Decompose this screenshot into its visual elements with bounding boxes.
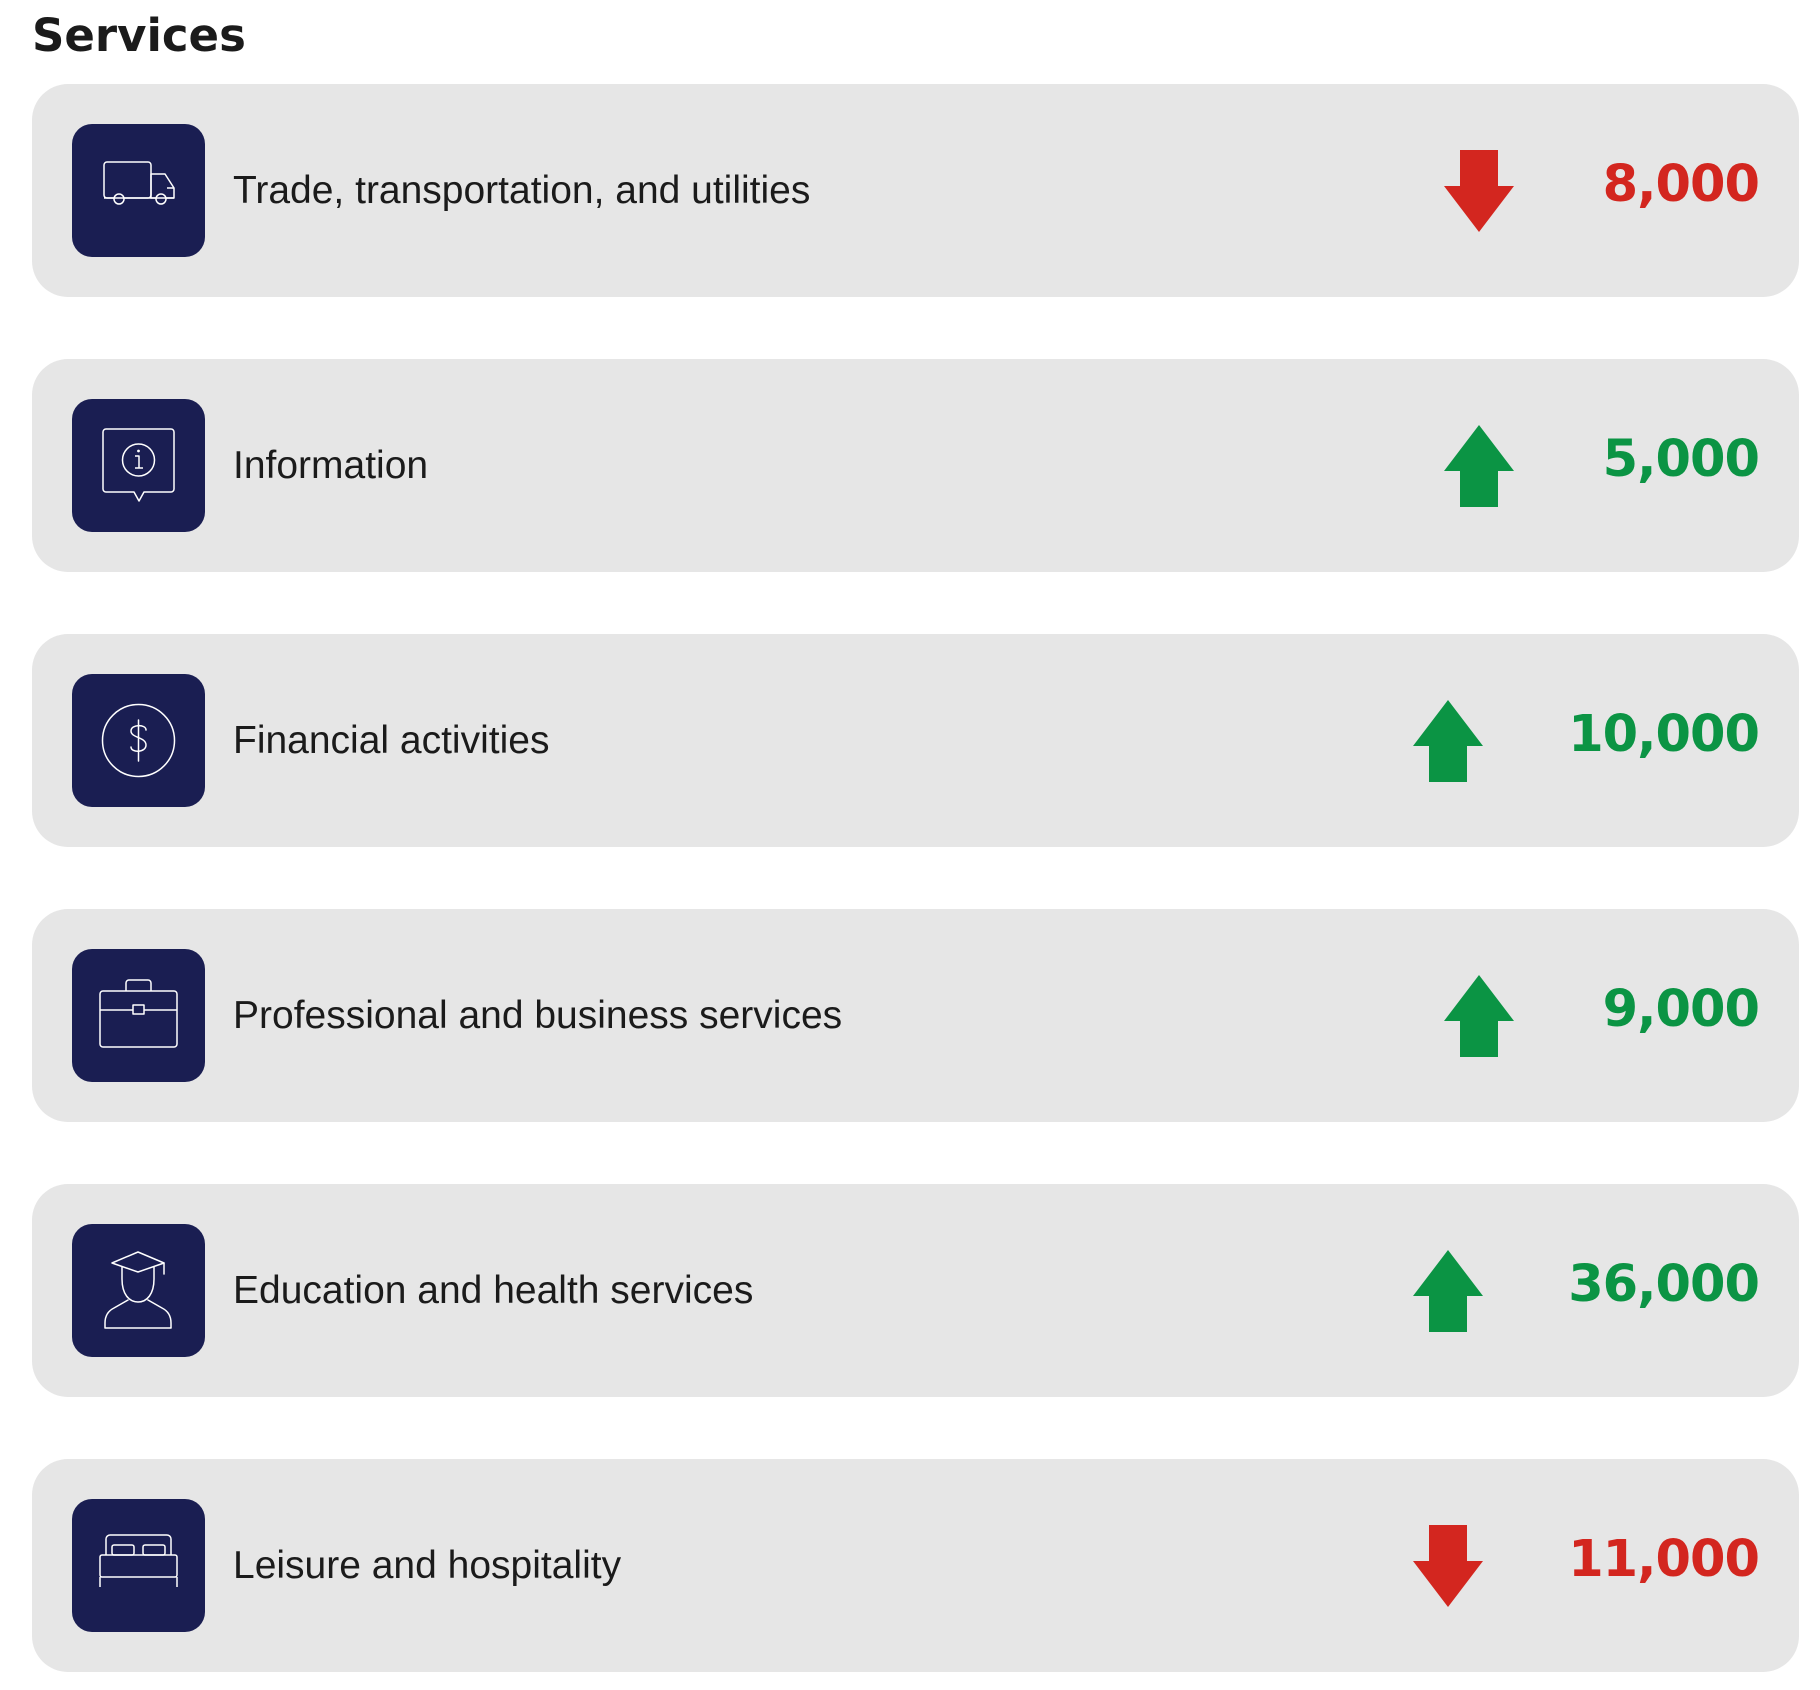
row-value: 9,000: [1602, 980, 1760, 1039]
row-value: 10,000: [1568, 705, 1760, 764]
arrow-down-icon: [1413, 1525, 1483, 1607]
row-label: Information: [233, 444, 429, 487]
arrow-up-icon: [1413, 700, 1483, 782]
list-item: Leisure and hospitality 11,000: [32, 1459, 1799, 1672]
arrow-up-icon: [1444, 425, 1514, 507]
info-bubble-icon: [72, 399, 205, 532]
arrow-up-icon: [1413, 1250, 1483, 1332]
row-value: 36,000: [1568, 1255, 1760, 1314]
row-label: Leisure and hospitality: [233, 1544, 622, 1587]
list-item: Trade, transportation, and utilities 8,0…: [32, 84, 1799, 297]
truck-icon: [72, 124, 205, 257]
arrow-down-icon: [1444, 150, 1514, 232]
row-value: 8,000: [1602, 155, 1760, 214]
arrow-up-icon: [1444, 975, 1514, 1057]
row-label: Professional and business services: [233, 994, 843, 1037]
list-item: Professional and business services 9,000: [32, 909, 1799, 1122]
row-label: Financial activities: [233, 719, 550, 762]
row-label: Trade, transportation, and utilities: [233, 169, 811, 212]
section-title: Services: [32, 9, 246, 62]
dollar-coin-icon: [72, 674, 205, 807]
briefcase-icon: [72, 949, 205, 1082]
graduate-icon: [72, 1224, 205, 1357]
bed-icon: [72, 1499, 205, 1632]
row-value: 11,000: [1568, 1530, 1760, 1589]
row-label: Education and health services: [233, 1269, 754, 1312]
list-item: Financial activities 10,000: [32, 634, 1799, 847]
services-list: Trade, transportation, and utilities 8,0…: [32, 84, 1799, 1672]
list-item: Information 5,000: [32, 359, 1799, 572]
list-item: Education and health services 36,000: [32, 1184, 1799, 1397]
row-value: 5,000: [1602, 430, 1760, 489]
